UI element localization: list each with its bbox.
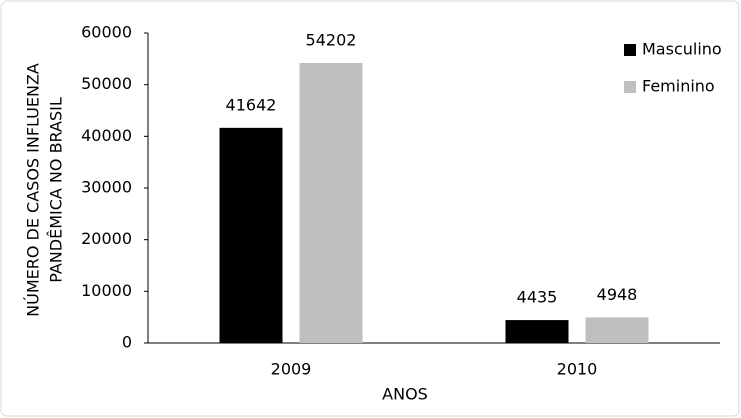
y-axis-label-line: PANDÊMICA NO BRASIL	[47, 97, 66, 283]
legend-swatch	[624, 44, 636, 56]
x-tick-label: 2010	[557, 360, 598, 379]
bar	[505, 320, 569, 343]
x-axis-label: ANOS	[382, 385, 428, 404]
y-tick-label: 50000	[81, 74, 132, 93]
y-tick-label: 10000	[81, 281, 132, 300]
bar	[299, 62, 363, 344]
x-tick-label: 2009	[271, 360, 312, 379]
data-label: 4435	[517, 288, 558, 307]
data-label: 4948	[597, 285, 638, 304]
y-axis-label-line: NÚMERO DE CASOS INFLUENZA	[24, 63, 43, 317]
legend-label: Feminino	[642, 77, 715, 96]
y-tick-label: 30000	[81, 178, 132, 197]
y-tick-label: 40000	[81, 126, 132, 145]
y-axis-label: NÚMERO DE CASOS INFLUENZA PANDÊMICA NO B…	[24, 63, 66, 317]
data-label: 41642	[226, 95, 277, 114]
y-tick-label: 20000	[81, 229, 132, 248]
legend-swatch	[624, 81, 636, 93]
bar	[219, 127, 283, 343]
bar	[585, 317, 649, 343]
legend-label: Masculino	[642, 40, 722, 59]
data-label: 54202	[306, 30, 357, 49]
y-tick-label: 60000	[81, 23, 132, 42]
y-tick-label: 0	[122, 333, 132, 352]
